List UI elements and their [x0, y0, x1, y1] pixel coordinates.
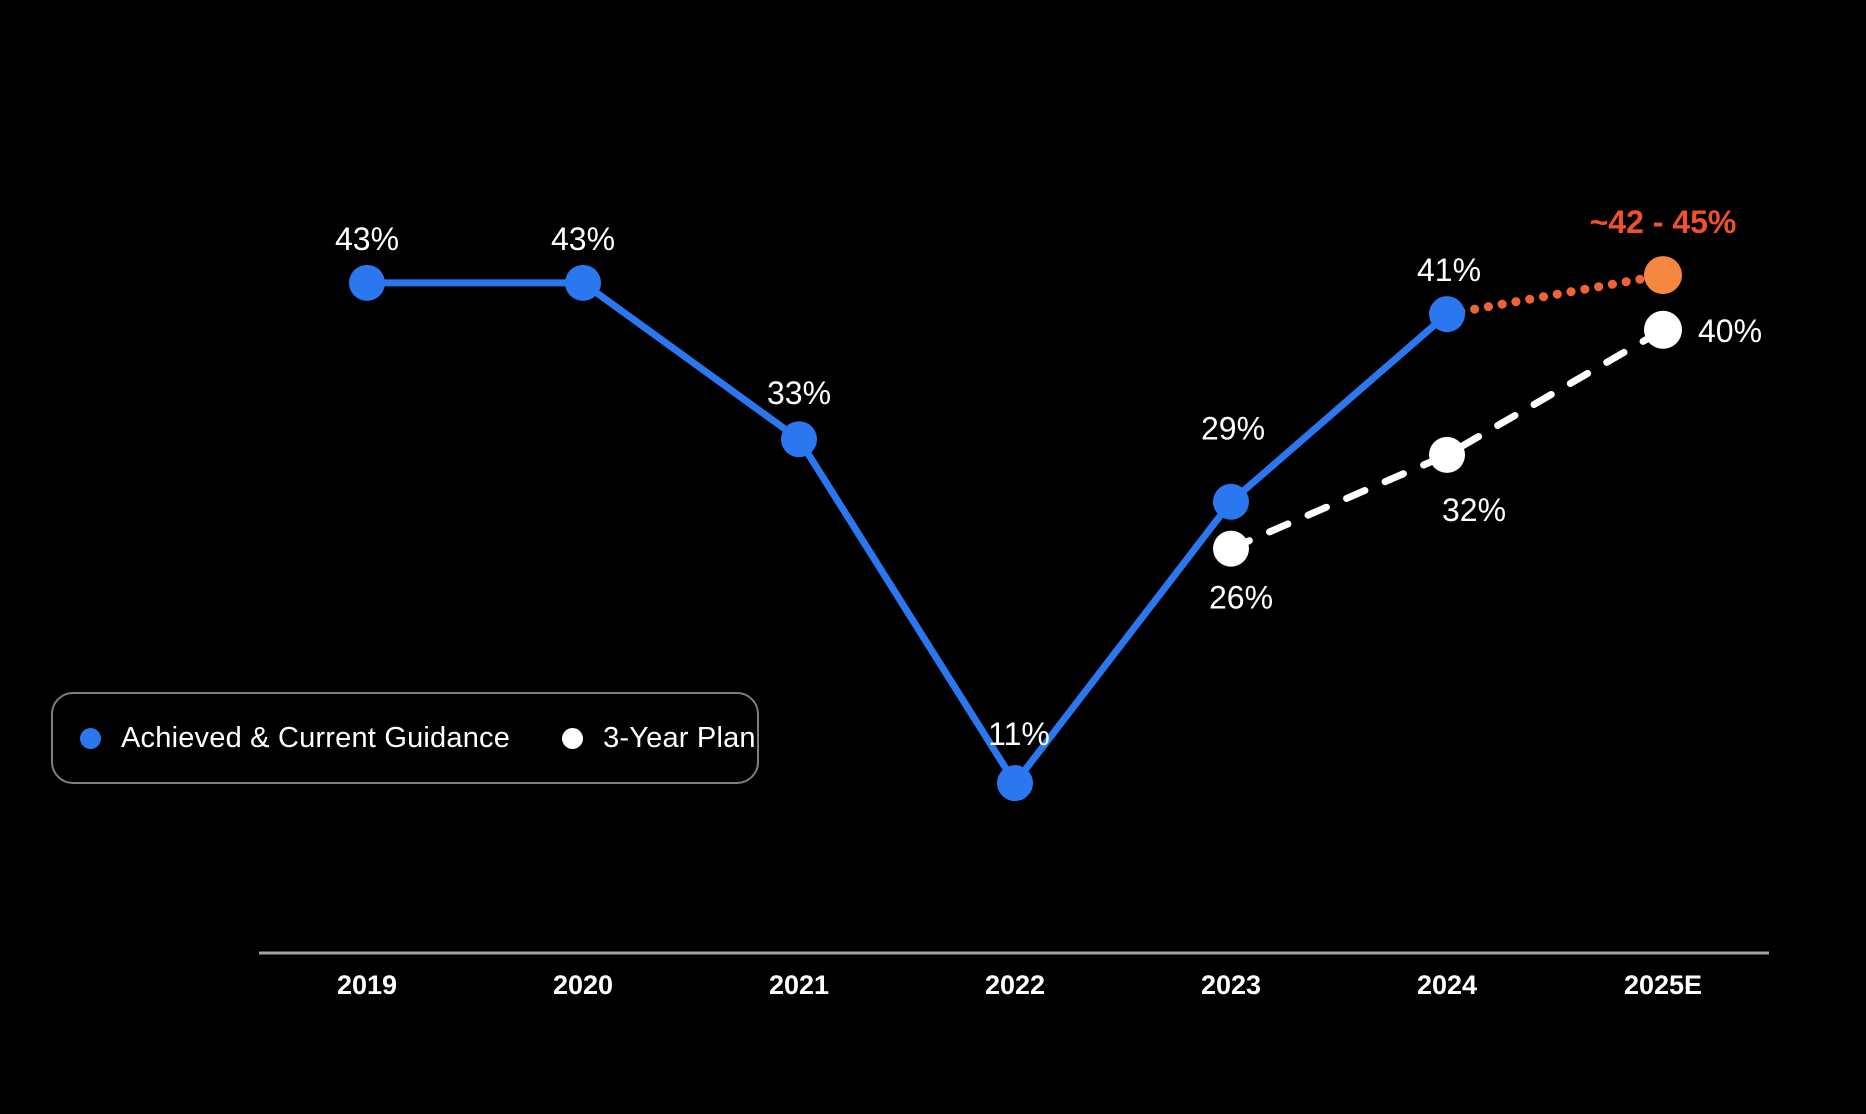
legend-achieved-label: Achieved & Current Guidance: [121, 721, 511, 754]
legend-item-achieved: Achieved & Current Guidance: [80, 722, 510, 755]
x-tick-label: 2023: [1201, 970, 1261, 1000]
x-tick-label: 2020: [553, 970, 613, 1000]
data-label: 32%: [1442, 492, 1506, 528]
data-point: [781, 421, 817, 458]
data-label: ~42 - 45%: [1590, 204, 1737, 240]
data-label: 43%: [335, 221, 399, 257]
data-point: [1213, 530, 1249, 567]
legend-plan-label: 3-Year Plan: [603, 721, 756, 754]
data-point: [1644, 310, 1682, 349]
data-label: 26%: [1209, 580, 1273, 616]
legend-achieved-dot-icon: [80, 727, 101, 749]
data-label: 40%: [1698, 313, 1762, 349]
data-label: 33%: [767, 375, 831, 411]
data-point: [1429, 436, 1465, 473]
legend: Achieved & Current Guidance 3-Year Plan: [51, 692, 759, 784]
series-line-dotted: [1442, 270, 1668, 319]
x-tick-label: 2019: [337, 970, 397, 1000]
data-point: [1429, 296, 1465, 333]
data-point: [997, 765, 1033, 802]
data-point: [1213, 483, 1249, 520]
data-label: 41%: [1417, 252, 1481, 288]
series-line-solid: [363, 279, 1451, 787]
x-tick-label: 2022: [985, 970, 1045, 1000]
data-point: [1644, 256, 1682, 295]
x-tick-label: 2025E: [1624, 970, 1702, 1000]
data-point: [565, 264, 601, 301]
legend-plan-dot-icon: [562, 727, 584, 749]
legend-item-plan: 3-Year Plan: [562, 722, 756, 755]
data-point: [349, 264, 385, 301]
data-label: 11%: [988, 716, 1050, 752]
data-label: 43%: [551, 221, 615, 257]
data-label: 29%: [1201, 411, 1265, 447]
x-tick-label: 2024: [1417, 970, 1477, 1000]
x-tick-label: 2021: [769, 970, 829, 1000]
